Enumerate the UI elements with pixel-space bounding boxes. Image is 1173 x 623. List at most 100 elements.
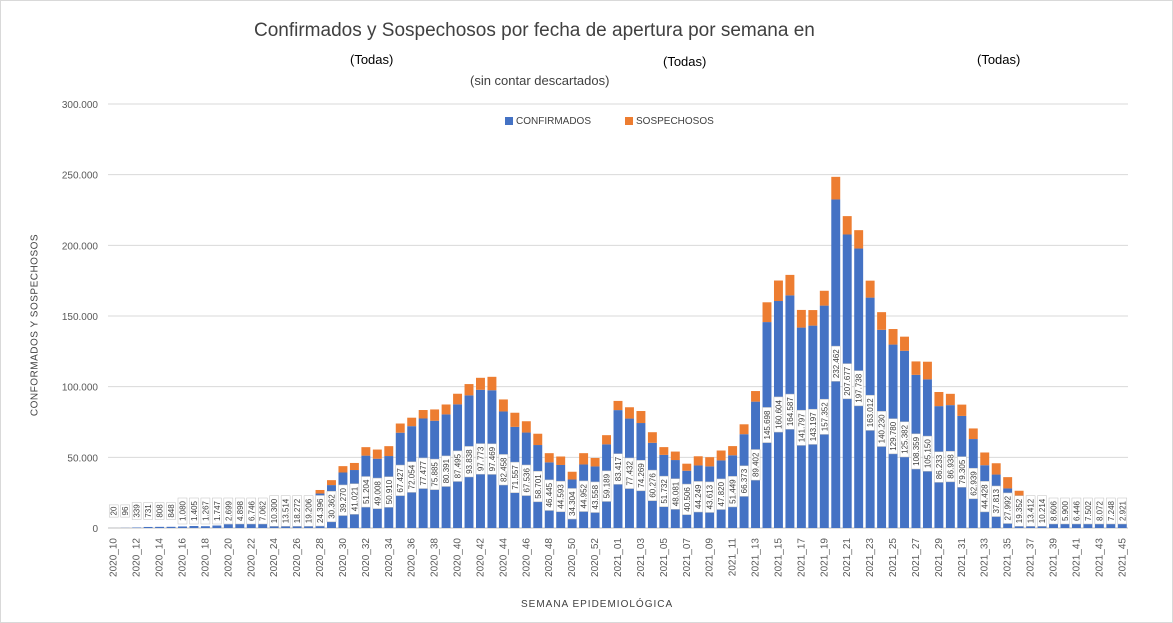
data-label: 20 xyxy=(108,504,119,518)
x-tick-label: 2021_23 xyxy=(865,538,876,577)
data-label-box xyxy=(1014,495,1024,527)
data-label: 37.813 xyxy=(991,485,1001,517)
data-label-box xyxy=(429,458,440,490)
data-label-text: 160.604 xyxy=(774,399,783,428)
bar-confirmados xyxy=(166,526,176,528)
data-label: 129.780 xyxy=(888,418,898,455)
data-label: 8.606 xyxy=(1048,497,1059,525)
data-label-box xyxy=(418,457,428,489)
x-axis-title: SEMANA EPIDEMIOLÓGICA xyxy=(521,599,674,610)
data-label: 51.732 xyxy=(659,475,669,507)
bar-sospechosos xyxy=(372,449,382,459)
y-tick-label: 250.000 xyxy=(62,171,99,182)
bar-sospechosos xyxy=(945,393,955,406)
data-label: 13.412 xyxy=(1025,495,1036,527)
data-label: 808 xyxy=(154,502,165,520)
data-label-box xyxy=(934,451,944,483)
data-label-text: 2.921 xyxy=(1118,500,1127,521)
data-label-text: 125.382 xyxy=(901,424,910,453)
data-label-text: 6.746 xyxy=(247,500,256,521)
filter-label-2: (Todas) xyxy=(663,54,707,69)
bar-sospechosos xyxy=(327,480,336,486)
x-tick-label: 2020_42 xyxy=(475,538,486,577)
data-label: 125.382 xyxy=(899,421,910,458)
data-label: 62.939 xyxy=(968,467,978,500)
data-label-box xyxy=(808,408,818,445)
data-label: 46.445 xyxy=(544,479,554,511)
data-label: 51.449 xyxy=(727,476,738,508)
data-label-box xyxy=(1117,497,1128,525)
legend-swatch-confirmados xyxy=(505,117,513,125)
x-tick-label: 2021_45 xyxy=(1117,538,1128,577)
data-label-box xyxy=(578,480,589,512)
data-label-text: 83.417 xyxy=(614,456,623,481)
data-label: 71.557 xyxy=(510,461,520,493)
data-label-box xyxy=(842,363,852,400)
data-label: 79.305 xyxy=(957,456,967,488)
data-label-box xyxy=(739,465,749,497)
data-label-text: 51.732 xyxy=(660,479,669,504)
data-label-box xyxy=(1106,497,1116,525)
data-label: 7.502 xyxy=(1083,497,1093,525)
data-label-box xyxy=(280,495,291,527)
data-label-box xyxy=(991,485,1001,517)
data-label-box xyxy=(796,409,807,446)
bar-sospechosos xyxy=(647,432,657,443)
data-label-text: 46.445 xyxy=(545,482,554,507)
x-tick-label: 2021_37 xyxy=(1026,538,1037,577)
data-label: 44.249 xyxy=(693,481,703,513)
data-label: 58.701 xyxy=(533,470,543,503)
data-label-box xyxy=(235,497,245,525)
y-tick-label: 100.000 xyxy=(62,383,99,394)
data-label: 97.773 xyxy=(475,443,485,475)
data-label-box xyxy=(750,449,761,481)
data-label: 7.062 xyxy=(257,497,268,525)
data-label-box xyxy=(831,345,841,382)
x-tick-label: 2021_17 xyxy=(796,538,807,577)
bar-sospechosos xyxy=(1003,477,1013,489)
x-tick-label: 2020_26 xyxy=(292,538,303,577)
data-label-box xyxy=(727,476,738,508)
data-label-text: 145.698 xyxy=(763,410,772,439)
x-tick-label: 2021_09 xyxy=(705,538,716,577)
x-tick-label: 2021_29 xyxy=(934,538,945,577)
data-label: 143.197 xyxy=(808,408,818,445)
data-label-box xyxy=(704,481,715,513)
data-label-text: 141.797 xyxy=(797,413,806,442)
data-label: 67.427 xyxy=(395,464,405,496)
data-label: 86.233 xyxy=(934,451,944,483)
bar-sospechosos xyxy=(361,447,371,456)
bar-sospechosos xyxy=(922,361,932,380)
data-label-text: 8.606 xyxy=(1050,500,1059,521)
data-label-box xyxy=(555,480,566,513)
data-label-box xyxy=(177,497,188,525)
data-label: 93.838 xyxy=(464,446,474,478)
data-label: 82.458 xyxy=(498,454,508,486)
bar-sospechosos xyxy=(808,310,818,326)
bar-sospechosos xyxy=(510,412,520,427)
data-label-box xyxy=(899,421,910,458)
data-label-text: 39.270 xyxy=(339,487,348,512)
data-label-text: 105.150 xyxy=(923,439,932,468)
data-label: 77.477 xyxy=(418,457,428,489)
bar-confirmados xyxy=(1117,523,1127,528)
data-label: 105.150 xyxy=(922,435,932,472)
data-label-box xyxy=(636,459,646,492)
data-label-box xyxy=(464,446,474,478)
bar-confirmados xyxy=(235,521,245,528)
bar-sospechosos xyxy=(751,391,760,402)
data-label: 49.008 xyxy=(372,477,382,509)
bar-confirmados xyxy=(143,526,153,528)
data-label-text: 30.362 xyxy=(327,494,336,519)
bar-sospechosos xyxy=(441,404,451,415)
data-label-text: 51.449 xyxy=(729,479,738,504)
chart-title: Confirmados y Sospechosos por fecha de a… xyxy=(254,20,815,41)
data-label-box xyxy=(143,502,153,520)
data-label-box xyxy=(1025,495,1036,527)
x-tick-label: 2020_38 xyxy=(430,538,441,577)
x-tick-label: 2021_33 xyxy=(980,538,991,577)
x-tick-label: 2020_12 xyxy=(132,538,143,577)
data-label-text: 731 xyxy=(144,504,153,518)
data-label-text: 24.396 xyxy=(316,498,325,523)
legend-item-sospechosos: SOSPECHOSOS xyxy=(625,116,714,127)
